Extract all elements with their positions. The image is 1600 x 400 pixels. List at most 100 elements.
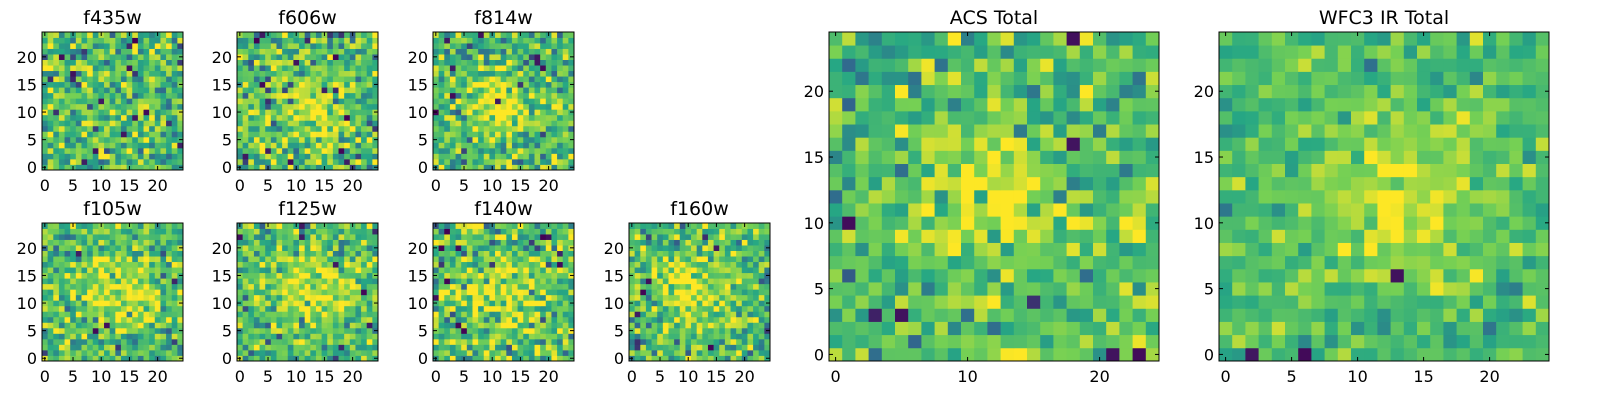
heatmap-cell bbox=[483, 355, 490, 362]
heatmap-cell bbox=[287, 92, 294, 99]
heatmap-cell bbox=[634, 250, 641, 257]
heatmap-cell bbox=[265, 333, 272, 340]
heatmap-cell bbox=[143, 223, 150, 229]
heatmap-cell bbox=[58, 92, 65, 99]
heatmap-cell bbox=[70, 228, 77, 235]
heatmap-cell bbox=[974, 255, 988, 270]
heatmap-cell bbox=[327, 120, 334, 127]
heatmap-cell bbox=[332, 294, 339, 301]
heatmap-cell bbox=[517, 76, 524, 83]
heatmap-cell bbox=[315, 333, 322, 340]
heatmap-cell bbox=[355, 256, 362, 263]
heatmap-cell bbox=[466, 322, 473, 329]
heatmap-cell bbox=[171, 109, 178, 116]
heatmap-cell bbox=[53, 136, 60, 143]
heatmap-cell bbox=[1027, 242, 1041, 257]
heatmap-cell bbox=[1053, 176, 1067, 191]
heatmap-cell bbox=[472, 103, 479, 110]
heatmap-cell bbox=[75, 153, 82, 160]
heatmap-cell bbox=[75, 81, 82, 88]
heatmap-cell bbox=[137, 125, 144, 132]
heatmap-cell bbox=[154, 283, 161, 290]
heatmap-cell bbox=[674, 261, 681, 268]
heatmap-cell bbox=[466, 120, 473, 127]
heatmap-cell bbox=[242, 338, 249, 345]
heatmap-cell bbox=[282, 76, 289, 83]
heatmap-cell bbox=[691, 349, 698, 356]
heatmap-cell bbox=[534, 59, 541, 66]
heatmap-cell bbox=[449, 114, 456, 121]
heatmap-cell bbox=[293, 43, 300, 49]
heatmap-cell bbox=[557, 223, 564, 229]
heatmap-cell bbox=[461, 114, 468, 121]
heatmap-cell bbox=[115, 65, 122, 72]
heatmap-cell bbox=[662, 250, 669, 257]
heatmap-cell bbox=[645, 338, 652, 345]
heatmap-cell bbox=[242, 272, 249, 279]
heatmap-cell bbox=[668, 278, 675, 285]
heatmap-cell bbox=[327, 125, 334, 132]
heatmap-cell bbox=[557, 349, 564, 356]
heatmap-cell bbox=[299, 103, 306, 110]
heatmap-cell bbox=[557, 158, 564, 165]
heatmap-cell bbox=[104, 98, 111, 105]
heatmap-cell bbox=[895, 203, 909, 217]
heatmap-cell bbox=[327, 147, 334, 154]
heatmap-cell bbox=[149, 261, 156, 268]
x-tick-label: 10 bbox=[286, 176, 306, 195]
heatmap-cell bbox=[304, 87, 311, 94]
heatmap-cell bbox=[455, 338, 462, 345]
heatmap-cell bbox=[299, 294, 306, 301]
heatmap-cell bbox=[171, 70, 178, 77]
heatmap-cell bbox=[500, 164, 507, 171]
heatmap-cell bbox=[171, 239, 178, 246]
heatmap-cell bbox=[42, 59, 49, 66]
heatmap-cell bbox=[747, 278, 754, 285]
heatmap-cell bbox=[1000, 295, 1015, 309]
heatmap-cell bbox=[332, 131, 339, 138]
heatmap-cell bbox=[517, 81, 524, 88]
heatmap-cell bbox=[908, 203, 922, 217]
heatmap-cell bbox=[568, 234, 575, 240]
heatmap-cell bbox=[438, 234, 445, 240]
heatmap-cell bbox=[75, 65, 82, 72]
heatmap-cell bbox=[58, 355, 65, 362]
heatmap-cell bbox=[310, 355, 317, 362]
heatmap-cell bbox=[651, 283, 658, 290]
heatmap-cell bbox=[562, 250, 569, 257]
heatmap-cell bbox=[545, 250, 552, 257]
heatmap-cell bbox=[242, 92, 249, 99]
heatmap-cell bbox=[921, 163, 935, 178]
heatmap-cell bbox=[551, 43, 558, 49]
heatmap-cell bbox=[736, 223, 743, 229]
heatmap-cell bbox=[719, 311, 726, 318]
heatmap-cell bbox=[143, 92, 150, 99]
heatmap-cell bbox=[177, 76, 184, 83]
heatmap-cell bbox=[495, 147, 502, 154]
heatmap-cell bbox=[109, 87, 116, 94]
heatmap-cell bbox=[104, 153, 111, 160]
heatmap-cell bbox=[528, 65, 535, 72]
heatmap-cell bbox=[961, 163, 975, 178]
heatmap-cell bbox=[719, 250, 726, 257]
heatmap-cell bbox=[132, 239, 139, 246]
heatmap-cell bbox=[974, 347, 988, 362]
heatmap-cell bbox=[270, 239, 277, 246]
heatmap-cell bbox=[282, 311, 289, 318]
heatmap-cell bbox=[551, 54, 558, 60]
heatmap-cell bbox=[304, 48, 311, 55]
heatmap-cell bbox=[557, 131, 564, 138]
heatmap-cell bbox=[310, 239, 317, 246]
heatmap-cell bbox=[987, 347, 1001, 362]
heatmap-cell bbox=[120, 245, 127, 251]
heatmap-cell bbox=[42, 234, 49, 240]
heatmap-cell bbox=[304, 59, 311, 66]
heatmap-cell bbox=[528, 311, 535, 318]
heatmap-cell bbox=[75, 54, 82, 60]
heatmap-cell bbox=[444, 300, 451, 307]
heatmap-cell bbox=[719, 245, 726, 251]
heatmap-cell bbox=[444, 76, 451, 83]
heatmap-cell bbox=[881, 176, 896, 191]
heatmap-cell bbox=[651, 294, 658, 301]
heatmap-cell bbox=[551, 142, 558, 149]
